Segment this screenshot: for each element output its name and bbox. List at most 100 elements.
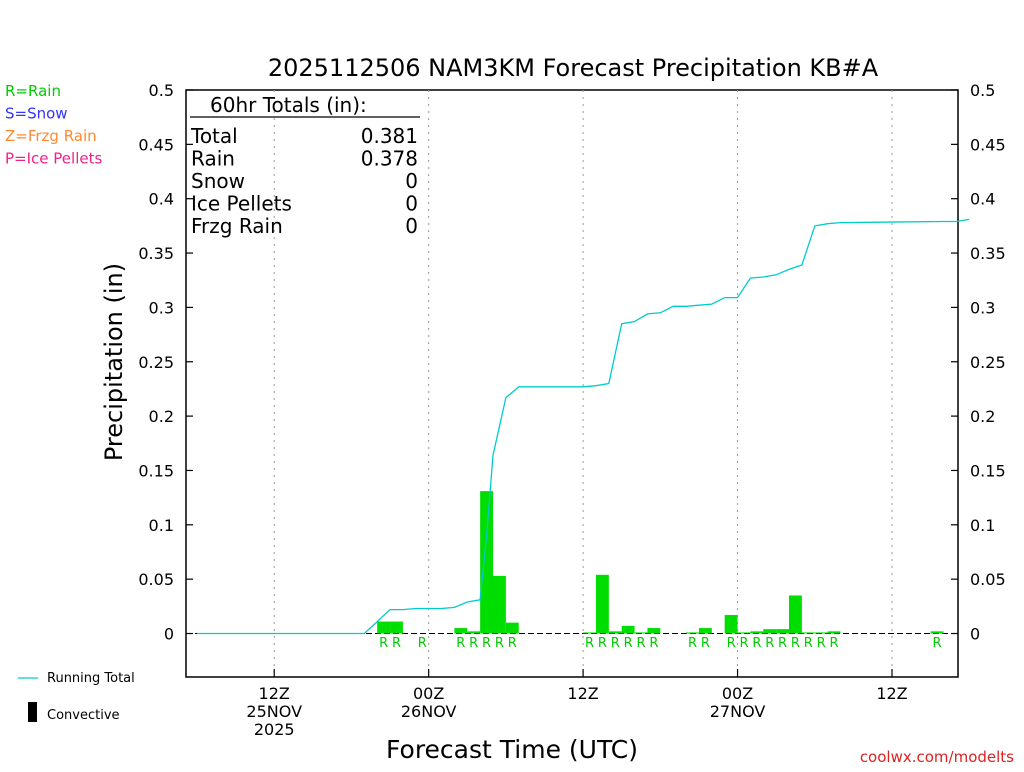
precip-bar bbox=[583, 632, 596, 634]
vertical-gridlines bbox=[273, 90, 893, 677]
totals-row-value: 0 bbox=[405, 214, 418, 238]
y-tick-label-left: 0.3 bbox=[149, 298, 174, 317]
y-tick-label-right: 0.15 bbox=[970, 461, 1006, 480]
precip-bar bbox=[801, 632, 815, 634]
precip-bar bbox=[480, 491, 494, 634]
precip-bar bbox=[686, 632, 699, 634]
x-tick-label: 12Z bbox=[876, 684, 907, 703]
x-tick-label: 12Z bbox=[259, 684, 290, 703]
precip-bar bbox=[789, 595, 802, 634]
credit-text: coolwx.com/modelts bbox=[860, 748, 1014, 766]
y-tick-label-left: 0.1 bbox=[149, 516, 174, 535]
ptype-label: R bbox=[752, 636, 761, 651]
x-tick-label: 27NOV bbox=[710, 702, 766, 721]
y-tick-label-left: 0.35 bbox=[138, 244, 174, 263]
y-tick-label-right: 0.45 bbox=[970, 135, 1006, 154]
ptype-label: R bbox=[933, 636, 942, 651]
y-tick-label-right: 0.35 bbox=[970, 244, 1006, 263]
totals-row-label: Total bbox=[190, 124, 238, 148]
ptype-label: R bbox=[611, 636, 620, 651]
x-tick-label: 12Z bbox=[567, 684, 598, 703]
ptype-label: R bbox=[418, 636, 427, 651]
y-tick-label-right: 0 bbox=[970, 625, 980, 644]
y-axis-label: Precipitation (in) bbox=[100, 263, 128, 461]
precip-type-legend: R=Rain S=Snow Z=Frzg Rain P=Ice Pellets bbox=[5, 82, 102, 168]
running-total-legend-label: Running Total bbox=[47, 671, 135, 686]
precip-bar bbox=[724, 615, 738, 634]
precip-bar bbox=[390, 621, 403, 634]
ptype-label: R bbox=[791, 636, 800, 651]
precip-bar bbox=[467, 631, 481, 634]
totals-row-value: 0 bbox=[405, 192, 418, 216]
ptype-label: R bbox=[598, 636, 607, 651]
precip-bar bbox=[505, 622, 519, 634]
ptype-label: R bbox=[585, 636, 594, 651]
y-tick-label-left: 0 bbox=[164, 625, 174, 644]
ptype-legend-item: Z=Frzg Rain bbox=[5, 127, 97, 145]
y-tick-label-left: 0.45 bbox=[138, 135, 174, 154]
ptype-label: R bbox=[469, 636, 478, 651]
y-tick-label-left: 0.2 bbox=[149, 407, 174, 426]
ptype-label: R bbox=[482, 636, 491, 651]
precip-bar bbox=[776, 629, 790, 634]
precip-bar bbox=[493, 575, 506, 634]
totals-header: 60hr Totals (in): bbox=[210, 93, 367, 117]
totals-row-value: 0.378 bbox=[361, 147, 418, 171]
totals-box: 60hr Totals (in): Total 0.381 Rain 0.378 Sno… bbox=[190, 93, 420, 238]
x-tick-label: 25NOV bbox=[246, 702, 302, 721]
precip-bar bbox=[750, 631, 764, 634]
x-axis-label: Forecast Time (UTC) bbox=[386, 735, 638, 764]
x-tick-label: 2025 bbox=[254, 720, 295, 739]
totals-row-label: Frzg Rain bbox=[191, 214, 283, 238]
precip-bar bbox=[737, 632, 751, 634]
y-tick-label-right: 0.25 bbox=[970, 353, 1006, 372]
convective-swatch bbox=[28, 702, 37, 722]
ptype-label: R bbox=[649, 636, 658, 651]
y-tick-label-left: 0.05 bbox=[138, 570, 174, 589]
plot-frame bbox=[185, 89, 959, 678]
ptype-label: R bbox=[636, 636, 645, 651]
ptype-label: R bbox=[817, 636, 826, 651]
precip-bar bbox=[608, 631, 622, 634]
ptype-label: R bbox=[456, 636, 465, 651]
y-tick-label-right: 0.1 bbox=[970, 516, 995, 535]
y-tick-label-right: 0.05 bbox=[970, 570, 1006, 589]
ptype-label: R bbox=[727, 636, 736, 651]
convective-legend-label: Convective bbox=[47, 708, 120, 723]
precip-bar bbox=[634, 632, 648, 634]
precip-bar bbox=[698, 628, 712, 634]
y-tick-label-right: 0.3 bbox=[970, 298, 995, 317]
y-tick-label-right: 0.2 bbox=[970, 407, 995, 426]
ptype-label: R bbox=[688, 636, 697, 651]
x-tick-label: 00Z bbox=[722, 684, 753, 703]
ptype-label: R bbox=[739, 636, 748, 651]
y-tick-label-left: 0.4 bbox=[149, 190, 174, 209]
x-tick-label: 26NOV bbox=[401, 702, 457, 721]
ptype-label: R bbox=[495, 636, 504, 651]
ptype-legend-item: P=Ice Pellets bbox=[5, 150, 102, 168]
y-tick-label-right: 0.4 bbox=[970, 190, 995, 209]
ptype-label: R bbox=[765, 636, 774, 651]
y-axis-ticks: 0 00.05 0.050.1 0.10.15 0.150.2 0.20.25 0.250.… bbox=[138, 81, 1005, 644]
ptype-legend-item: R=Rain bbox=[5, 82, 61, 100]
chart-title: 2025112506 NAM3KM Forecast Precipitation… bbox=[268, 54, 879, 82]
x-tick-label: 00Z bbox=[413, 684, 444, 703]
y-tick-label-left: 0.25 bbox=[138, 353, 174, 372]
precip-bar bbox=[621, 625, 635, 634]
totals-row-label: Ice Pellets bbox=[191, 192, 292, 216]
ptype-label: R bbox=[508, 636, 517, 651]
precip-bar bbox=[647, 628, 661, 634]
precip-bars bbox=[377, 491, 944, 634]
running-total-legend: Running Total bbox=[18, 671, 135, 686]
y-tick-label-left: 0.5 bbox=[149, 81, 174, 100]
ptype-legend-item: S=Snow bbox=[5, 105, 68, 123]
precip-bar bbox=[930, 631, 944, 634]
precip-bar bbox=[454, 628, 468, 634]
ptype-label: R bbox=[624, 636, 633, 651]
precip-bar bbox=[763, 629, 777, 634]
ptype-label: R bbox=[804, 636, 813, 651]
totals-row-value: 0.381 bbox=[361, 124, 418, 148]
convective-legend: Convective bbox=[28, 702, 120, 723]
